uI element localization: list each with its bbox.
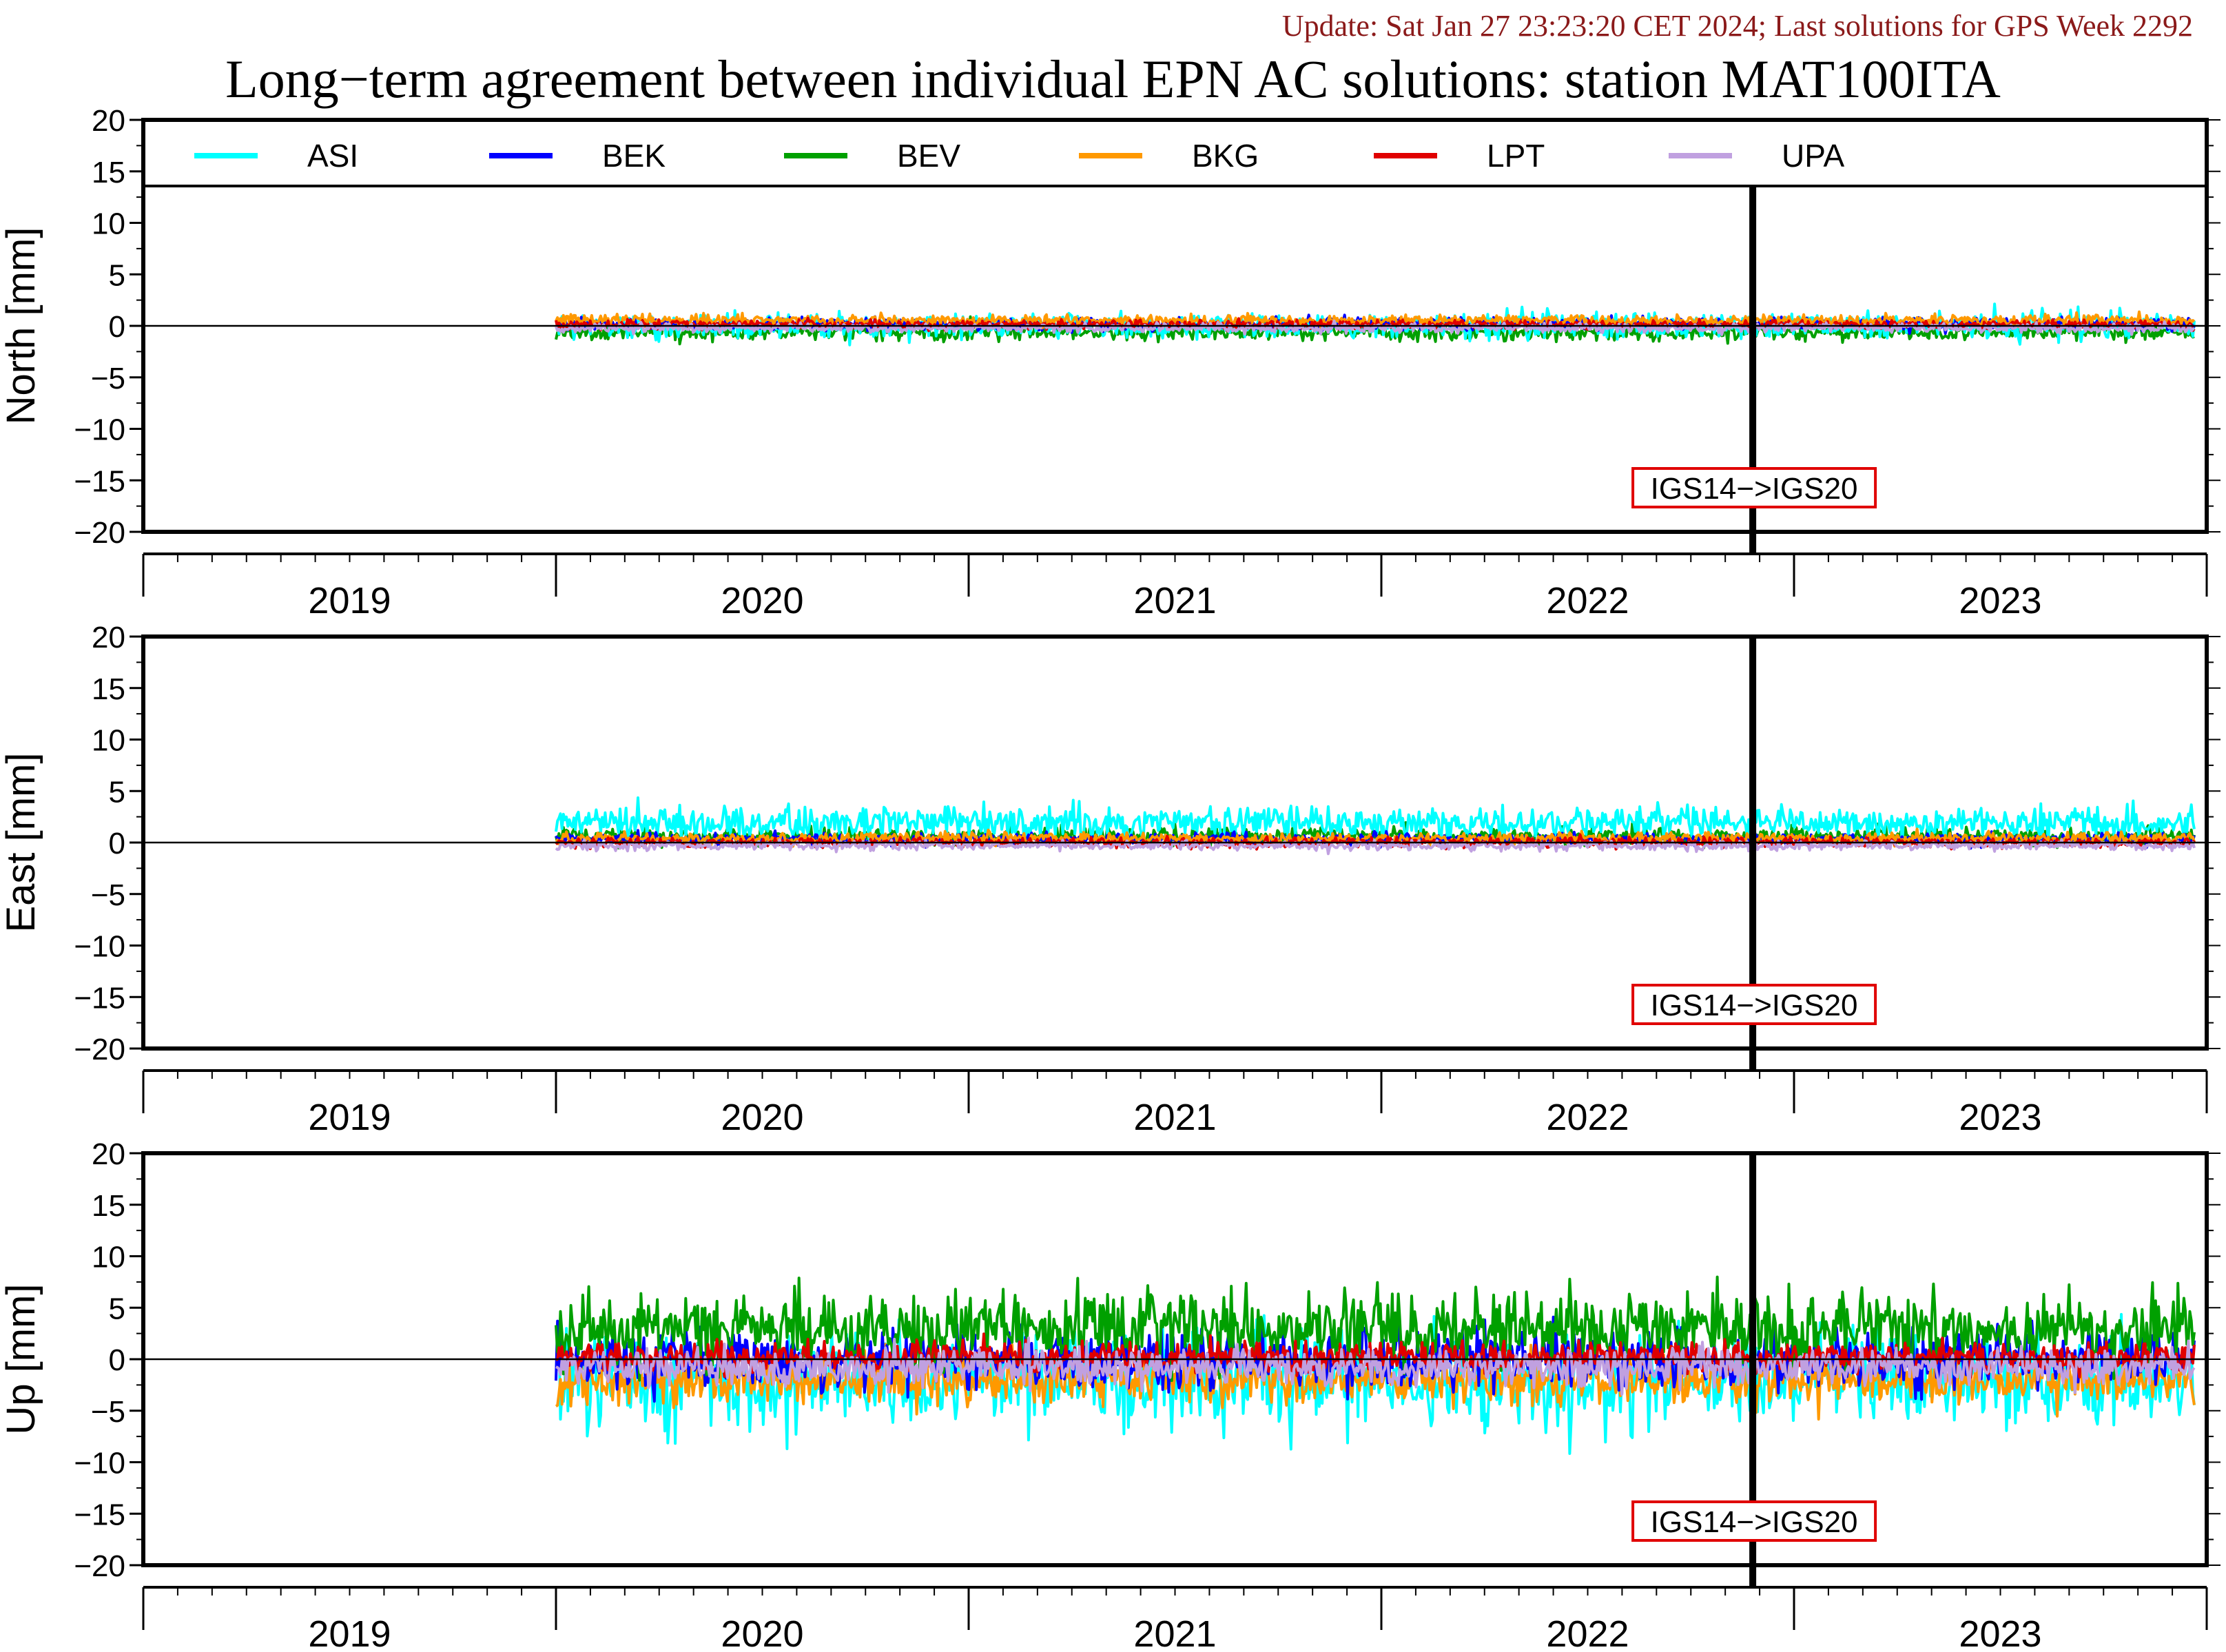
chart-title: Long−term agreement between individual E… (225, 49, 2001, 109)
x-tick-label: 2020 (721, 1097, 803, 1138)
series-group (555, 1275, 2196, 1455)
panel-east: IGS14−>IGS20 20 15 10 5 0 −5 −10 −15 −20 East [mm]… (0, 621, 2220, 1138)
y-tick-label: 5 (109, 1292, 125, 1325)
x-tick-label: 2019 (308, 1097, 391, 1138)
frame-change-label: IGS14−>IGS20 (1651, 472, 1858, 506)
series-group (555, 302, 2196, 347)
y-tick-label: 0 (109, 827, 125, 860)
x-tick-label: 2023 (1959, 1097, 2041, 1138)
y-tick-label: −5 (91, 362, 125, 395)
y-axis-label: East [mm] (0, 752, 43, 932)
x-tick-label: 2022 (1546, 1097, 1629, 1138)
y-tick-label: −20 (74, 516, 125, 550)
legend-label-bek: BEK (602, 138, 666, 174)
legend-label-upa: UPA (1782, 138, 1844, 174)
x-tick-label: 2019 (308, 580, 391, 621)
y-tick-label: 10 (92, 1241, 125, 1274)
y-axis-label: North [mm] (0, 227, 43, 425)
x-tick-label: 2020 (721, 1613, 803, 1652)
y-tick-label: 0 (109, 310, 125, 344)
y-axis-label: Up [mm] (0, 1283, 43, 1434)
panel-up: IGS14−>IGS20 20 15 10 5 0 −5 −10 −15 −20 Up [mm] 20… (0, 1137, 2220, 1652)
series-bev-line (555, 1275, 2196, 1383)
y-tick-label: −20 (74, 1549, 125, 1583)
y-tick-label: −10 (74, 1447, 125, 1480)
y-tick-label: 5 (109, 258, 125, 292)
frame-change-box (1631, 1500, 1877, 1542)
y-tick-label: −20 (74, 1033, 125, 1066)
frame-change-box (1631, 984, 1877, 1025)
series-group (555, 796, 2196, 856)
y-tick-label: −15 (74, 1498, 125, 1531)
series-upa-line (555, 1336, 2196, 1396)
y-tick-label: 5 (109, 775, 125, 809)
y-tick-label: −5 (91, 878, 125, 912)
x-tick-label: 2019 (308, 1613, 391, 1652)
y-tick-label: −15 (74, 464, 125, 498)
y-tick-label: 0 (109, 1343, 125, 1377)
x-tick-label: 2021 (1133, 1613, 1216, 1652)
series-asi-line (555, 796, 2196, 847)
x-tick-label: 2021 (1133, 580, 1216, 621)
y-tick-label: 15 (92, 156, 125, 189)
y-tick-label: −10 (74, 413, 125, 447)
x-tick-label: 2023 (1959, 580, 2041, 621)
x-tick-label: 2022 (1546, 580, 1629, 621)
x-tick-label: 2021 (1133, 1097, 1216, 1138)
legend-label-bkg: BKG (1192, 138, 1259, 174)
y-tick-label: 15 (92, 1189, 125, 1223)
y-tick-label: 20 (92, 1137, 125, 1171)
frame-change-label: IGS14−>IGS20 (1651, 1505, 1858, 1539)
panel-north: ASI BEK BEV BKG LPT UPA IGS14−>IGS20 20 15 10 5 0 −5… (0, 104, 2220, 621)
y-tick-label: −5 (91, 1395, 125, 1429)
update-note: Update: Sat Jan 27 23:23:20 CET 2024; La… (1281, 9, 2193, 43)
legend-label-asi: ASI (307, 138, 358, 174)
y-tick-label: 20 (92, 104, 125, 138)
y-tick-label: 15 (92, 672, 125, 706)
frame-change-box (1631, 467, 1877, 508)
y-tick-label: −10 (74, 930, 125, 964)
legend-label-bev: BEV (897, 138, 960, 174)
y-tick-label: −15 (74, 981, 125, 1015)
legend-label-lpt: LPT (1487, 138, 1545, 174)
y-tick-label: 10 (92, 724, 125, 758)
legend-background (143, 120, 2207, 186)
frame-change-label: IGS14−>IGS20 (1651, 989, 1858, 1022)
y-tick-label: 20 (92, 621, 125, 654)
x-tick-label: 2023 (1959, 1613, 2041, 1652)
x-tick-label: 2022 (1546, 1613, 1629, 1652)
x-tick-label: 2020 (721, 580, 803, 621)
y-tick-label: 10 (92, 207, 125, 241)
